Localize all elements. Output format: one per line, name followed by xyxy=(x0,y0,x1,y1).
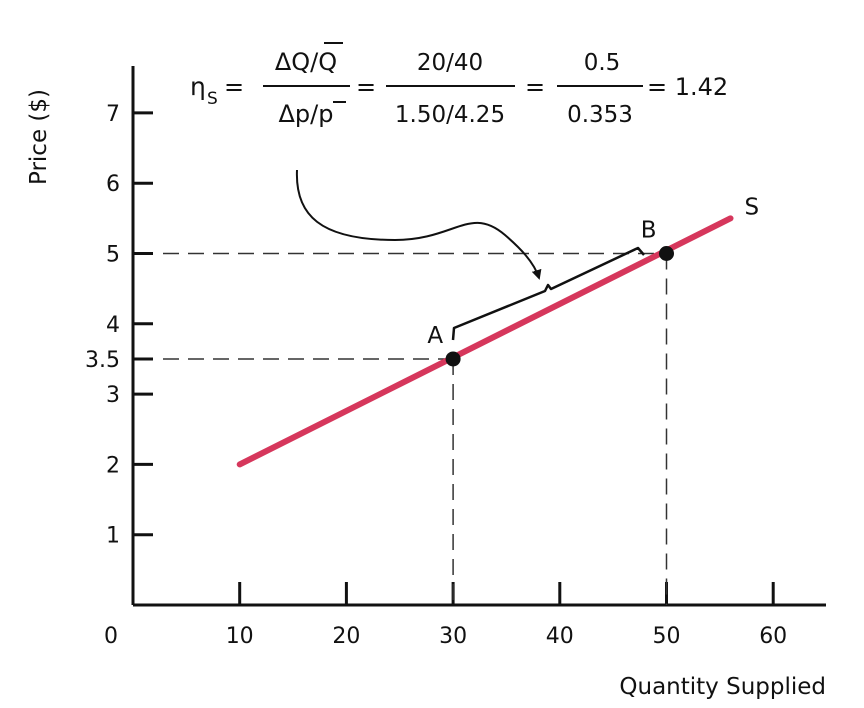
arc-brace xyxy=(451,246,645,341)
supply-line-S xyxy=(236,215,734,468)
fraction-3-denominator: 0.353 xyxy=(567,102,633,128)
eta-subscript: S xyxy=(207,89,218,109)
y-tick-label-3.5: 3.5 xyxy=(85,348,120,373)
point-label-B: B xyxy=(641,218,657,244)
elasticity-result: = 1.42 xyxy=(647,73,728,101)
point-A xyxy=(445,351,461,367)
y-tick-label-4: 4 xyxy=(106,313,120,338)
y-axis-label: Price ($) xyxy=(26,89,52,185)
fraction-1-numerator: ΔQ/Q xyxy=(275,48,337,76)
x-ticks: 10 20 30 40 50 60 xyxy=(226,582,787,649)
guide-lines xyxy=(163,252,668,605)
fraction-1-denominator: Δp/p xyxy=(279,100,334,128)
fraction-3-numerator: 0.5 xyxy=(584,50,621,76)
y-tick-label-1: 1 xyxy=(106,524,120,549)
fraction-2-numerator: 20/40 xyxy=(417,50,483,76)
axes xyxy=(131,66,826,607)
y-tick-label-3: 3 xyxy=(106,383,120,408)
y-tick-label-7: 7 xyxy=(106,102,120,127)
points-layer: AB xyxy=(427,218,674,367)
series-label-S: S xyxy=(745,194,760,220)
x-tick-label-60: 60 xyxy=(759,624,787,649)
origin-label: 0 xyxy=(104,624,118,649)
x-tick-label-40: 40 xyxy=(546,624,574,649)
equals-1: = xyxy=(224,73,244,101)
y-tick-label-6: 6 xyxy=(106,172,120,197)
annotation xyxy=(295,169,645,341)
y-tick-label-5: 5 xyxy=(106,243,120,268)
fraction-2-denominator: 1.50/4.25 xyxy=(395,102,505,128)
eta-symbol: η xyxy=(190,72,206,101)
y-tick-label-2: 2 xyxy=(106,453,120,478)
y-ticks: 1 2 3 3.5 4 5 6 7 xyxy=(85,102,153,549)
x-tick-label-30: 30 xyxy=(439,624,467,649)
point-label-A: A xyxy=(427,323,443,349)
x-tick-label-50: 50 xyxy=(653,624,681,649)
point-B xyxy=(659,246,674,261)
equals-2: = xyxy=(356,73,376,101)
series-layer: S xyxy=(236,194,760,468)
equals-3: = xyxy=(525,73,545,101)
curved-arrow xyxy=(295,169,542,280)
elasticity-formula: η S = ΔQ/Q Δp/p = 20/40 1.50/4.25 = 0.5 … xyxy=(190,42,728,128)
x-tick-label-20: 20 xyxy=(332,624,360,649)
x-axis-label: Quantity Supplied xyxy=(619,674,826,700)
x-tick-label-10: 10 xyxy=(226,624,254,649)
